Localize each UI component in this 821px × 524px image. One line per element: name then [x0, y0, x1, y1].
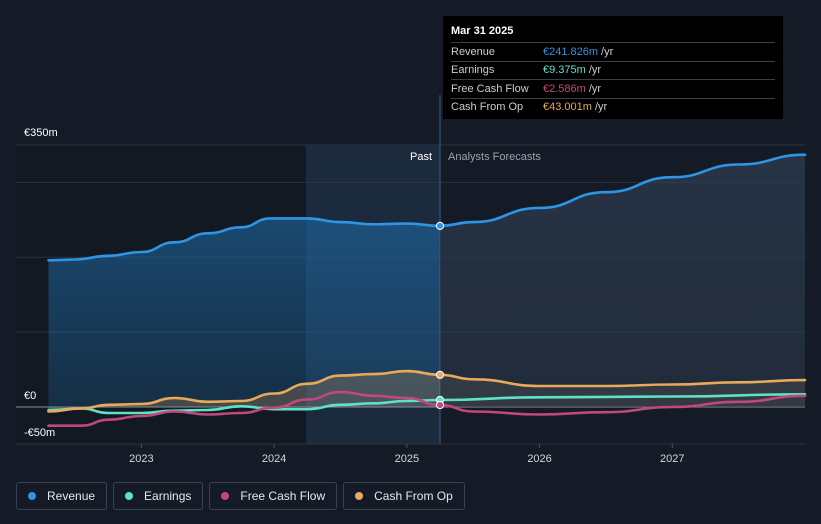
x-tick-label: 2027 [660, 453, 684, 465]
legend-label: Cash From Op [374, 489, 453, 503]
earnings-forecast-line [438, 393, 807, 402]
legend-dot-icon [125, 492, 134, 500]
free-cash-flow-forecast-line [438, 394, 807, 416]
tooltip-value: €2.586m [543, 82, 586, 95]
tooltip-label: Cash From Op [451, 101, 524, 114]
legend-label: Earnings [144, 489, 192, 503]
tooltip-row-earnings: Earnings €9.375m /yr [451, 60, 775, 80]
tooltip-label: Free Cash Flow [451, 82, 529, 95]
cash-from-op-area [48, 371, 440, 412]
revenue-area-forecast [440, 154, 805, 407]
tooltip-row-free-cash-flow: Free Cash Flow €2.586m /yr [451, 79, 775, 98]
financials-chart: €350m €0 -€50m Past Analysts Forecasts 2023 20… [16, 95, 807, 465]
x-tick-label: 2024 [262, 453, 286, 465]
cash-from-op-area-forecast [440, 374, 805, 407]
tooltip-row-revenue: Revenue €241.826m /yr [451, 42, 775, 61]
x-tick-label: 2023 [129, 453, 153, 465]
tooltip-unit: /yr [588, 64, 602, 77]
x-tick-label: 2026 [527, 453, 551, 465]
cash-from-op-forecast-line [438, 373, 807, 388]
legend-item-earnings[interactable]: Earnings [113, 482, 204, 510]
revenue-marker [435, 221, 445, 230]
tooltip: Mar 31 2025 Revenue €241.826m /yr Earnin… [443, 16, 783, 119]
tooltip-value: €241.826m [543, 45, 599, 58]
legend-dot-icon [28, 492, 36, 500]
legend-label: Revenue [47, 489, 96, 503]
tooltip-value: €9.375m [543, 64, 586, 77]
earnings-line [47, 398, 442, 415]
legend: Revenue Earnings Free Cash Flow Cash Fro… [16, 482, 465, 510]
tooltip-row-cash-from-op: Cash From Op €43.001m /yr [451, 97, 775, 117]
forecast-label: Analysts Forecasts [448, 151, 541, 163]
tooltip-date: Mar 31 2025 [451, 25, 514, 37]
x-tick-label: 2025 [395, 453, 419, 465]
legend-item-free-cash-flow[interactable]: Free Cash Flow [209, 482, 338, 510]
legend-item-cash-from-op[interactable]: Cash From Op [343, 482, 465, 510]
legend-dot-icon [355, 492, 364, 500]
revenue-line [47, 217, 442, 262]
legend-dot-icon [221, 492, 230, 500]
tooltip-label: Earnings [451, 64, 495, 77]
free-cash-flow-marker [435, 400, 445, 410]
cash-from-op-line [47, 369, 442, 413]
past-label: Past [410, 151, 432, 163]
tooltip-value: €43.001m [543, 101, 592, 114]
tooltip-unit: /yr [601, 45, 614, 58]
tooltip-unit: /yr [588, 82, 602, 95]
y-label-zero: €0 [24, 390, 36, 402]
y-label-bottom: -€50m [24, 427, 55, 439]
y-label-top: €350m [24, 127, 58, 139]
legend-item-revenue[interactable]: Revenue [16, 482, 108, 510]
tooltip-label: Revenue [451, 45, 496, 58]
tooltip-unit: /yr [594, 101, 608, 114]
cash-from-op-marker [435, 370, 445, 379]
free-cash-flow-line [47, 390, 442, 428]
revenue-area [48, 218, 440, 407]
revenue-forecast-line [438, 153, 807, 228]
legend-label: Free Cash Flow [240, 489, 326, 503]
